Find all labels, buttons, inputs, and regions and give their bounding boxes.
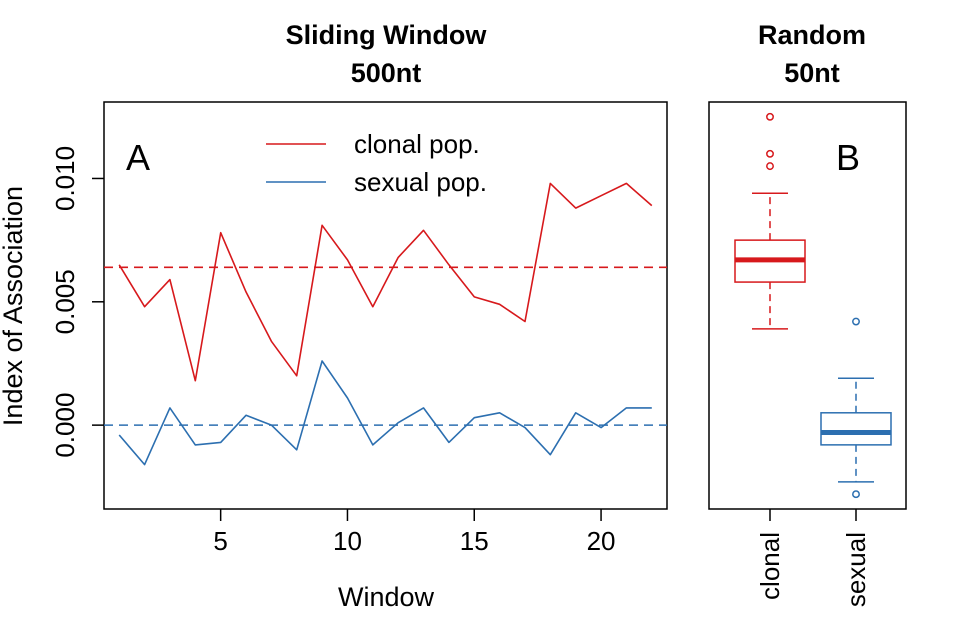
x-tick-label: 20 (587, 526, 616, 556)
panel-a-title: Sliding Window (286, 20, 488, 50)
x-axis-label: Window (338, 582, 435, 612)
panel-a-plot-frame (103, 101, 668, 510)
panel-a-label: A (126, 137, 150, 178)
panel-b-plot: clonal sexual (734, 112, 892, 607)
x-tick-label: 5 (213, 526, 227, 556)
outlier-point-sexual (852, 317, 860, 326)
y-tick-label: 0.005 (50, 269, 80, 334)
y-tick-label: 0.010 (50, 146, 80, 211)
panel-a-plot: 5 10 15 20 0.000 0.005 0.010 (50, 146, 667, 556)
legend: clonal pop. sexual pop. (266, 129, 487, 197)
x-tick-label: 10 (333, 526, 362, 556)
x-tick-label: 15 (460, 526, 489, 556)
outlier-point-clonal (766, 162, 774, 171)
legend-clonal-label: clonal pop. (354, 129, 480, 159)
outlier-point-clonal (766, 112, 774, 121)
y-axis-label: Index of Association (0, 186, 28, 426)
series-line-clonal (118, 182, 653, 382)
y-tick-label: 0.000 (50, 393, 80, 458)
legend-sexual-label: sexual pop. (354, 167, 487, 197)
x-tick-label-sexual: sexual (841, 532, 871, 607)
panel-b-plot-frame (708, 101, 907, 510)
box-sexual (820, 412, 892, 446)
x-tick-label-clonal: clonal (755, 532, 785, 600)
panel-a-subtitle: 500nt (351, 58, 422, 88)
outlier-point-clonal (766, 149, 774, 158)
series-line-sexual (118, 360, 652, 466)
panel-b-label: B (836, 137, 860, 178)
panel-b-subtitle: 50nt (784, 58, 840, 88)
panel-b-title: Random (758, 20, 866, 50)
outlier-point-sexual (852, 490, 860, 499)
